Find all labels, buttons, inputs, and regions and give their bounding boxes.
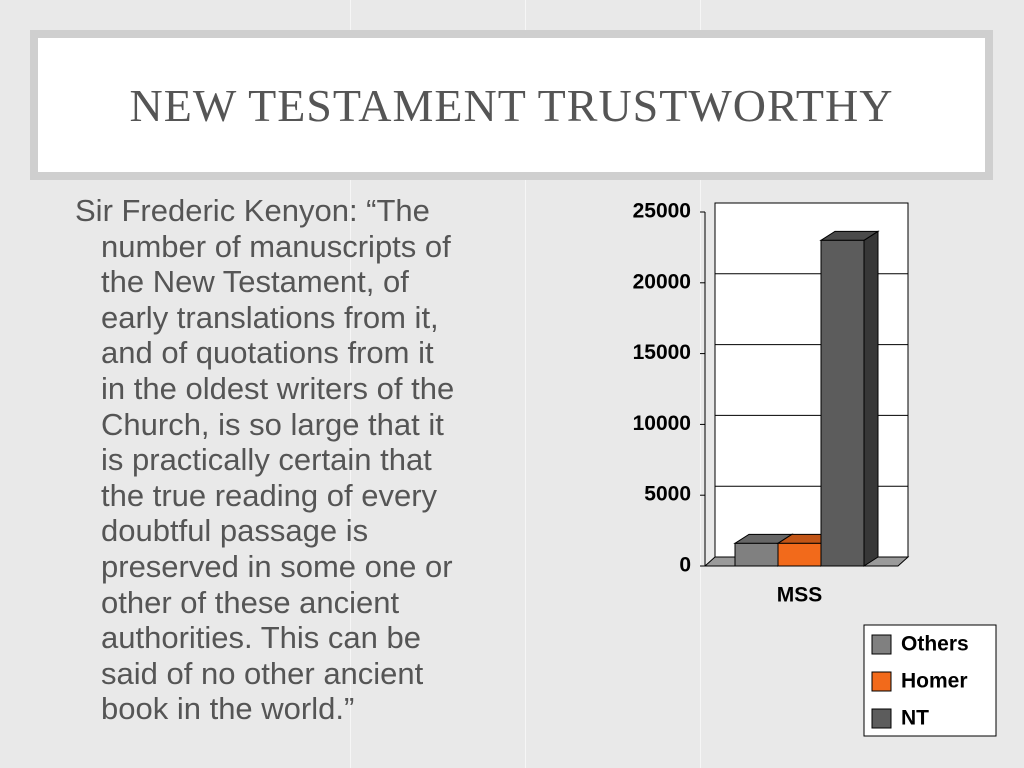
legend-swatch	[871, 708, 892, 729]
bar-side	[863, 230, 879, 567]
legend-swatch	[871, 671, 892, 692]
quote-line: book in the world.”	[101, 691, 355, 727]
quote-line: number of manuscripts of	[101, 228, 451, 264]
quote-line: authorities. This can be	[101, 620, 421, 656]
slide-title: NEW TESTAMENT TRUSTWORTHY	[129, 79, 894, 131]
quote-line: early translations from it,	[101, 299, 439, 335]
y-tick-label: 0	[679, 554, 691, 577]
quote-line: is practically certain that	[101, 442, 432, 478]
bar	[819, 230, 880, 567]
legend-label: Others	[901, 633, 969, 656]
quote-line: said of no other ancient	[101, 655, 424, 691]
legend-label: Homer	[901, 670, 968, 693]
texture	[700, 0, 701, 768]
y-tick-label: 20000	[633, 270, 691, 293]
bar-front	[734, 542, 779, 567]
quote-line: Sir Frederic Kenyon: “The	[75, 193, 430, 228]
quote-line: preserved in some one or	[101, 548, 453, 584]
y-tick-label: 25000	[633, 200, 691, 223]
y-tick-label: 5000	[644, 483, 691, 506]
x-tick-label: MSS	[777, 584, 823, 607]
quote: Sir Frederic Kenyon: “The number of manus…	[75, 193, 575, 727]
bar-front	[820, 239, 865, 567]
y-tick-label: 15000	[633, 341, 691, 364]
y-tick-label: 10000	[633, 412, 691, 435]
quote-line: in the oldest writers of the	[101, 370, 455, 406]
quote-line: doubtful passage is	[101, 513, 369, 549]
title-box: NEW TESTAMENT TRUSTWORTHY	[30, 30, 993, 180]
quote-line: other of these ancient	[101, 584, 400, 620]
quote-line: Church, is so large that it	[101, 406, 444, 442]
texture	[525, 0, 526, 768]
bar-front	[777, 542, 822, 567]
legend-swatch	[871, 634, 892, 655]
legend-label: NT	[901, 707, 929, 730]
quote-line: the true reading of every	[101, 477, 438, 513]
texture	[350, 0, 351, 768]
plot-wall	[714, 202, 909, 558]
quote-line: and of quotations from it	[101, 335, 434, 371]
quote-line: the New Testament, of	[101, 264, 409, 300]
